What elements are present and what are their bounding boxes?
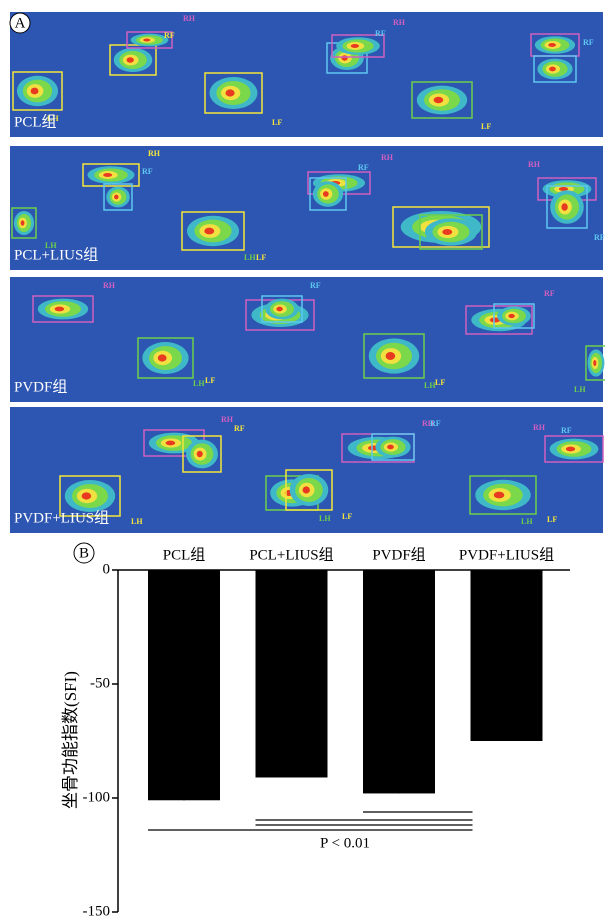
bar xyxy=(256,570,328,777)
annotation: P < 0.01 xyxy=(320,835,370,851)
paw-label: RF xyxy=(544,289,555,298)
paw-label: RF xyxy=(561,426,572,435)
paw-label: LH xyxy=(244,253,256,262)
footprint xyxy=(341,55,347,60)
paw-label: RH xyxy=(183,14,196,23)
footprint xyxy=(276,307,282,312)
footprint xyxy=(82,492,92,499)
strip-label: PVDF+LIUS组 xyxy=(14,509,109,526)
strip-label: PCL组 xyxy=(14,113,57,130)
strip-label: PCL+LIUS组 xyxy=(14,246,98,263)
category-label: PVDF+LIUS组 xyxy=(459,546,554,563)
paw-label: RF xyxy=(430,419,441,428)
paw-label: LF xyxy=(342,512,352,521)
footprint xyxy=(204,228,214,235)
footprint xyxy=(593,360,596,366)
paw-label: LF xyxy=(205,376,215,385)
paw-label: LF xyxy=(256,253,266,262)
y-tick-label: -150 xyxy=(83,903,111,919)
category-label: PCL+LIUS组 xyxy=(249,546,333,563)
footprint xyxy=(21,220,25,225)
footprint xyxy=(508,314,514,318)
footprint xyxy=(303,486,310,493)
footprint xyxy=(114,195,118,200)
footprint xyxy=(434,97,444,103)
paw-label: LH xyxy=(319,514,331,523)
footprint xyxy=(323,191,329,197)
paw-label: RH xyxy=(381,153,394,162)
category-label: PCL组 xyxy=(163,546,206,563)
strip-label: PVDF组 xyxy=(14,378,67,395)
bar xyxy=(363,570,435,793)
footprint xyxy=(561,203,567,211)
paw-label: RF xyxy=(583,38,594,47)
paw-label: RH xyxy=(533,423,546,432)
paw-label: RH xyxy=(393,18,406,27)
footprint xyxy=(442,229,452,235)
paw-label: LF xyxy=(547,515,557,524)
paw-label: RF xyxy=(358,163,369,172)
paw-label: LF xyxy=(272,118,282,127)
footprint-strip xyxy=(10,12,603,137)
paw-label: LF xyxy=(481,122,491,131)
paw-label: RF xyxy=(164,31,175,40)
y-tick-label: -100 xyxy=(83,789,111,805)
footprint xyxy=(103,173,112,177)
panel-label: B xyxy=(79,545,89,561)
paw-label: RH xyxy=(528,160,541,169)
footprint xyxy=(55,307,65,312)
footprint xyxy=(548,43,556,47)
bar xyxy=(148,570,220,800)
footprint xyxy=(197,451,203,457)
paw-label: LH xyxy=(193,379,205,388)
footprint xyxy=(31,88,39,95)
footprint xyxy=(494,492,505,499)
bar xyxy=(471,570,543,741)
footprint xyxy=(127,57,134,62)
footprint xyxy=(166,441,176,446)
y-tick-label: 0 xyxy=(103,561,111,577)
footprint xyxy=(351,44,359,48)
paw-label: LH xyxy=(131,517,143,526)
paw-label: RH xyxy=(103,281,116,290)
footprint xyxy=(566,447,575,452)
footprint-strip xyxy=(10,277,603,402)
category-label: PVDF组 xyxy=(372,546,425,563)
paw-label: LH xyxy=(574,385,586,394)
paw-label: RF xyxy=(142,167,153,176)
y-axis-label: 坐骨功能指数(SFI) xyxy=(61,671,80,809)
paw-label: RF xyxy=(375,29,386,38)
figure: RHRFLHRHRFLFRFLFPCL组RHRFLHRFRHLHLFRHRFPC… xyxy=(0,0,605,920)
paw-label: LF xyxy=(435,378,445,387)
footprint xyxy=(158,354,167,361)
footprint xyxy=(549,67,556,72)
paw-label: RF xyxy=(310,281,321,290)
footprint xyxy=(386,352,396,360)
paw-label: RH xyxy=(148,149,161,158)
paw-label: RH xyxy=(221,415,234,424)
panel-label: A xyxy=(15,15,26,31)
footprint xyxy=(226,89,235,96)
footprint xyxy=(143,39,150,42)
paw-label: RF xyxy=(594,233,605,242)
footprint xyxy=(387,445,394,450)
paw-label: LH xyxy=(521,517,533,526)
paw-label: RF xyxy=(234,424,245,433)
y-tick-label: -50 xyxy=(90,675,110,691)
